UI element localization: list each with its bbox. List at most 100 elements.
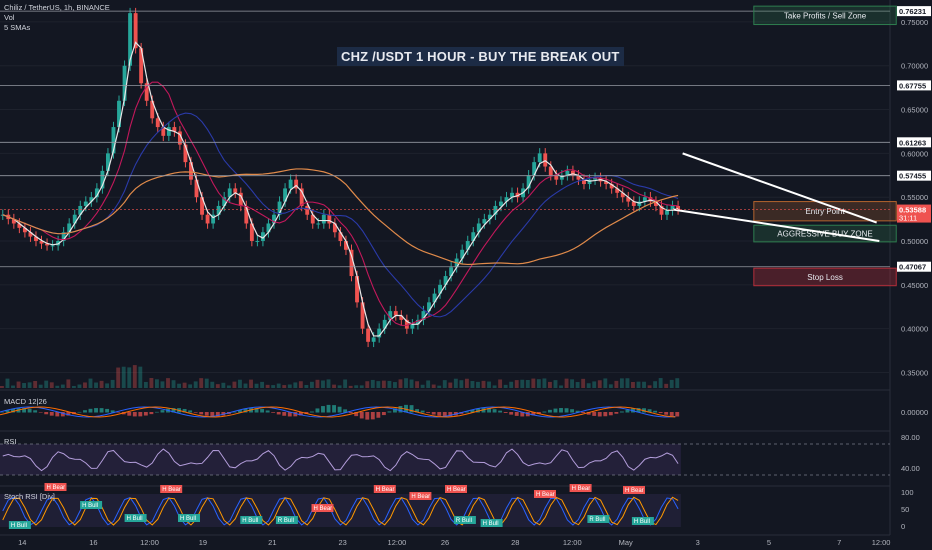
symbol-title[interactable]: Chiliz / TetherUS, 1h, BINANCE (4, 3, 110, 12)
sma-label[interactable]: 5 SMAs (4, 23, 31, 32)
zone-label: AGGRESSIVE BUY ZONE (777, 230, 872, 239)
candle-body (45, 243, 49, 246)
macd-histogram-bar (265, 410, 270, 413)
volume-bar (487, 381, 491, 388)
candle-body (283, 188, 288, 202)
rsi-band (0, 444, 681, 475)
macd-histogram-bar (132, 412, 137, 417)
macd-histogram-bar (592, 412, 597, 416)
macd-histogram-bar (675, 412, 680, 417)
macd-histogram-bar (548, 409, 552, 413)
volume-bar (370, 379, 375, 388)
candle-body (122, 65, 127, 101)
volume-bar (160, 381, 165, 388)
macd-histogram-bar (254, 408, 259, 413)
candle-body (128, 13, 133, 66)
zone-label: Stop Loss (807, 273, 843, 282)
stoch-signal-marker (534, 490, 556, 498)
y-tick-label: 0.35000 (901, 368, 928, 377)
price-level-value: 0.76231 (899, 7, 926, 16)
stoch-axis-label: 0 (901, 522, 905, 531)
macd-histogram-bar (110, 410, 115, 413)
volume-bar (669, 379, 674, 388)
candle-body (172, 127, 177, 132)
candle-body (11, 219, 16, 224)
stoch-signal-label: H Bear (376, 487, 395, 493)
x-tick-label: 19 (199, 538, 207, 547)
volume-bar (658, 378, 663, 388)
volume-bar (348, 385, 353, 388)
stoch-k-line (2, 496, 679, 526)
candle-body (388, 311, 393, 320)
macd-histogram-bar (243, 408, 248, 413)
candle-body (620, 192, 625, 198)
candle-body (117, 100, 121, 128)
macd-histogram-bar (188, 410, 193, 413)
volume-bar (337, 385, 342, 388)
stoch-rsi-label[interactable]: Stoch RSI [Div] (4, 492, 55, 501)
candle-body (460, 249, 465, 259)
volume-bar (509, 381, 514, 388)
price-level-value: 0.61263 (899, 138, 926, 147)
macd-histogram-bar (60, 412, 65, 417)
candle-body (39, 241, 44, 244)
candle-body (515, 192, 520, 198)
macd-axis-label: 0.00000 (901, 408, 928, 417)
volume-bar (332, 384, 336, 388)
candle-body (565, 170, 570, 176)
candle-body (83, 201, 88, 206)
macd-histogram-bar (553, 408, 558, 413)
stoch-signal-marker (178, 514, 200, 522)
volume-bar (77, 384, 82, 388)
volume-bar (271, 385, 276, 388)
macd-histogram-bar (603, 412, 608, 417)
candle-body (72, 214, 77, 224)
candle-body (360, 302, 365, 329)
macd-histogram-bar (470, 409, 475, 413)
volume-label[interactable]: Vol (4, 13, 15, 22)
candle-body (28, 232, 33, 237)
candle-body (648, 197, 653, 202)
candle-body (233, 188, 238, 193)
stoch-signal-marker (160, 485, 183, 493)
volume-bar (470, 381, 475, 388)
macd-histogram-bar (154, 411, 159, 413)
macd-label[interactable]: MACD 12|26 (4, 397, 47, 406)
volume-bar (83, 382, 87, 388)
macd-histogram-bar (309, 411, 314, 413)
price-level-value: 0.67755 (899, 81, 926, 90)
macd-histogram-bar (575, 410, 580, 413)
volume-bar (149, 378, 154, 388)
macd-histogram-bar (149, 412, 154, 415)
rsi-label[interactable]: RSI (4, 437, 17, 446)
candle-body (106, 153, 110, 171)
candle-body (205, 214, 210, 224)
macd-histogram-bar (608, 412, 613, 416)
macd-histogram-bar (597, 412, 602, 417)
volume-bar (520, 379, 525, 388)
candle-body (260, 232, 265, 242)
volume-bar (514, 380, 519, 388)
macd-histogram-bar (365, 412, 370, 420)
candle-body (161, 127, 166, 136)
volume-bar (619, 378, 624, 388)
macd-histogram-bar (487, 408, 491, 413)
stoch-signal-marker (44, 483, 67, 491)
volume-bar (49, 382, 54, 388)
volume-bar (182, 382, 187, 388)
macd-histogram-bar (88, 408, 93, 413)
candle-body (393, 311, 398, 316)
volume-bar (282, 385, 287, 388)
volume-bar (105, 383, 110, 388)
macd-histogram-bar (66, 412, 71, 416)
macd-histogram-bar (481, 408, 486, 413)
stoch-signal-marker (480, 519, 503, 527)
volume-bar (586, 383, 591, 388)
stoch-signal-marker (587, 515, 610, 523)
macd-histogram-bar (276, 412, 281, 415)
macd-histogram-bar (33, 410, 38, 413)
volume-bar (614, 380, 619, 388)
candle-body (670, 205, 675, 211)
macd-histogram-bar (354, 412, 359, 417)
